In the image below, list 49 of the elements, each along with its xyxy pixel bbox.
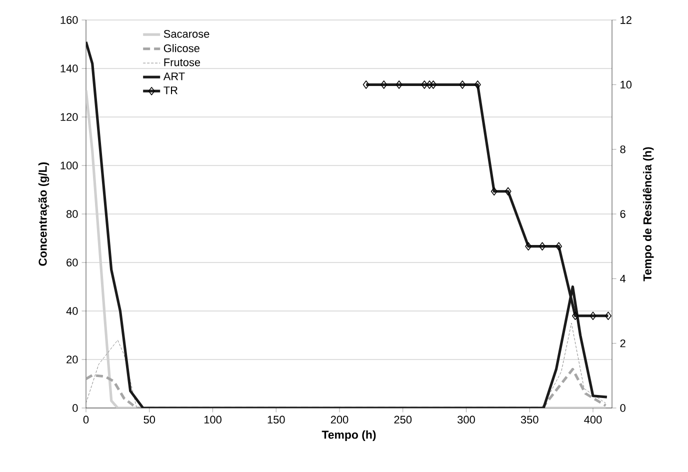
y-tick-label: 20 [66,356,78,364]
y2-tick-label: 2 [620,340,626,348]
point [556,242,562,251]
legend-label: Sacarose [164,30,210,38]
point [590,312,596,320]
x-tick-label: 150 [268,416,285,424]
point [362,80,370,89]
legend-label: ART [163,72,185,80]
point [380,80,388,89]
point [539,242,546,251]
x-axis-title: Tempo (h) [322,430,376,442]
y-tick-label: 160 [60,16,78,24]
legend-label: Frutose [164,58,200,66]
point [421,80,428,89]
x-tick-label: 200 [330,416,348,424]
y-tick-label: 120 [60,113,78,121]
x-tick-label: 50 [144,416,156,424]
x-tick-label: 100 [204,416,222,424]
point [604,312,612,320]
y-tick-label: 100 [60,162,78,170]
y2-tick-label: 6 [620,210,626,218]
y-tick-label: 80 [66,210,78,218]
point [474,80,481,89]
point [572,312,578,320]
x-tick-label: 250 [394,416,412,424]
y-tick-label: 40 [66,307,78,315]
x-tick-label: 300 [458,416,475,424]
y-tick-label: 140 [60,64,78,72]
y-axis-title: Concentração (g/L) [38,162,50,266]
point [525,242,532,251]
y-tick-label: 60 [66,258,78,266]
y2-tick-label: 0 [620,404,626,412]
legend-label: TR [164,86,178,94]
legend-label: Glicose [164,44,200,52]
point [430,80,437,89]
y2-tick-label: 8 [620,145,626,154]
y2-axis-title: Tempo de Residência (h) [642,147,654,282]
y2-tick-label: 4 [620,274,626,282]
y2-tick-label: 12 [620,16,632,24]
y-tick-label: 0 [72,404,78,412]
point [396,80,402,89]
x-tick-label: 350 [520,416,538,424]
x-tick-label: 0 [83,416,89,424]
point [459,80,466,89]
x-tick-label: 400 [584,416,602,424]
y2-tick-label: 10 [620,80,632,89]
point [504,187,512,196]
point [490,187,498,196]
point [426,80,433,89]
